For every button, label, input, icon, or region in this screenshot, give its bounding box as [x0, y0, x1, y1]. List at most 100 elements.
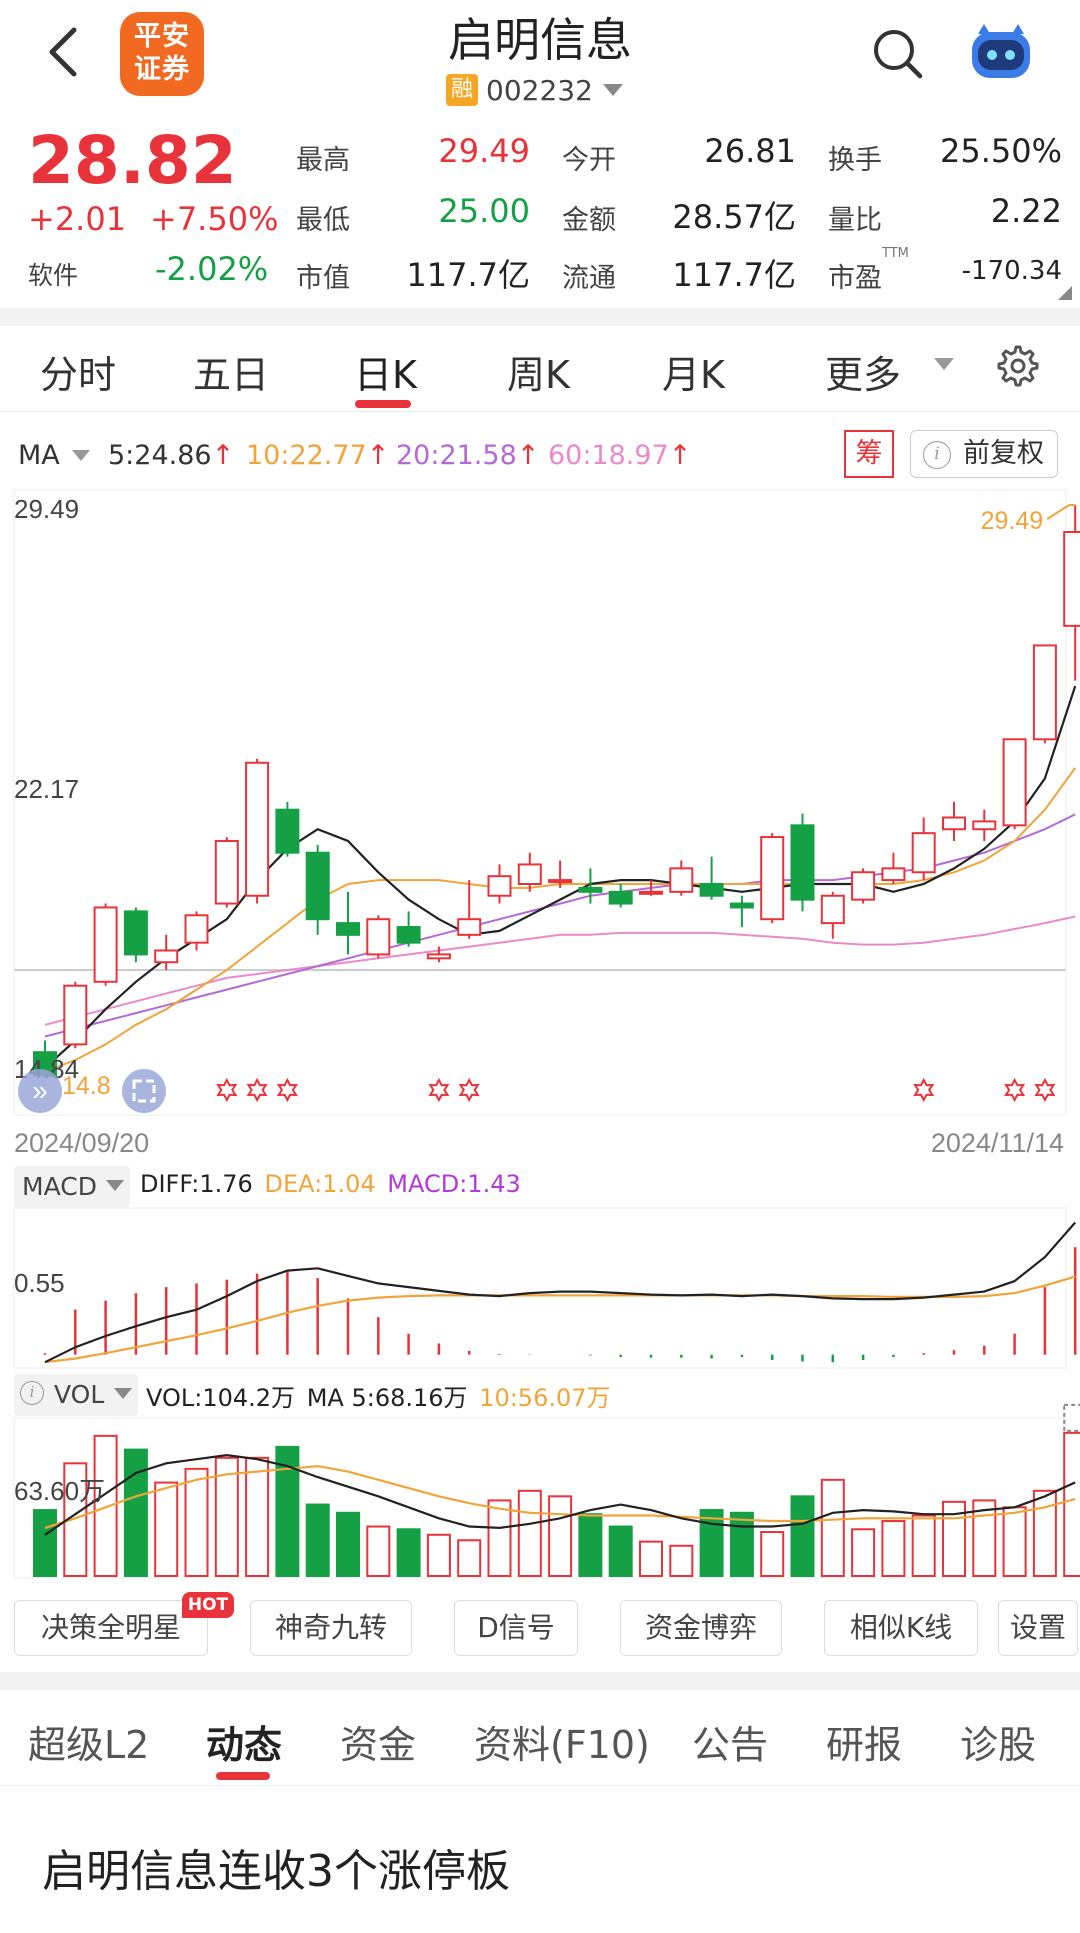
candle-body [487, 875, 512, 897]
candle-body [245, 761, 270, 897]
quote-value: 25.00 [438, 192, 530, 230]
quote-label: 金额 [562, 205, 616, 236]
vol-selector[interactable]: i VOL [14, 1374, 138, 1416]
candle-body [336, 922, 360, 936]
adjustment-button[interactable]: i 前复权 [910, 430, 1058, 478]
ma60-value: 60:18.97↑ [548, 440, 692, 471]
volume-bar [275, 1445, 300, 1577]
page-title: 启明信息 [448, 13, 632, 67]
macd-legend: DIFF:1.76 DEA:1.04 MACD:1.43 [140, 1170, 521, 1198]
chevron-down-icon [114, 1388, 132, 1399]
volume-bar [63, 1462, 88, 1577]
volume-bar [729, 1511, 754, 1578]
chevron-down-icon[interactable] [72, 450, 90, 462]
candle-body [1063, 530, 1080, 627]
period-tabs: 分时 五日 日K 周K 月K 更多 [0, 326, 1080, 412]
tool-all-stars[interactable]: 决策全明星 [14, 1600, 208, 1656]
volume-bar [214, 1456, 239, 1578]
quote-label: 市值 [296, 263, 350, 294]
candle-body [699, 883, 724, 897]
signal-star-icon [428, 1077, 450, 1103]
candle-body [275, 808, 300, 854]
vol-y-label: 63.60万 [14, 1476, 105, 1506]
sector-label[interactable]: 软件 [28, 261, 79, 290]
tab-super-l2[interactable]: 超级L2 [28, 1723, 150, 1767]
sector-change[interactable]: -2.02% [155, 250, 269, 288]
tab-news[interactable]: 动态 [206, 1723, 283, 1767]
section-divider [0, 308, 1080, 326]
candle-body [1032, 644, 1057, 741]
expand-handle-icon [122, 1069, 166, 1113]
volume-bar [1002, 1506, 1027, 1577]
vol-ma5-value: MA 5:68.16万 [306, 1384, 468, 1412]
quote-value: 117.7亿 [672, 256, 796, 294]
tab-month-k[interactable]: 月K [662, 353, 725, 397]
quote-value: 28.57亿 [672, 198, 796, 236]
vol-ma10-line [44, 1464, 1076, 1529]
macd-y-label: 0.55 [14, 1268, 65, 1298]
tab-capital[interactable]: 资金 [340, 1723, 417, 1767]
candle-body [972, 820, 997, 831]
tool-magic-nine[interactable]: 神奇九转 [250, 1600, 412, 1656]
quote-label: 换手 [828, 145, 882, 176]
date-start-label: 2024/09/20 [14, 1128, 149, 1158]
volume-bar [942, 1500, 966, 1578]
gear-icon[interactable] [996, 344, 1040, 388]
back-icon[interactable] [40, 22, 90, 82]
tab-more[interactable]: 更多 [825, 353, 902, 397]
stock-code-selector[interactable]: 融 002232 [446, 72, 623, 108]
tool-settings[interactable]: 设置 [998, 1600, 1078, 1656]
candle-body [608, 890, 633, 905]
volume-bar [760, 1531, 785, 1578]
ma60-line [44, 915, 1076, 1026]
chevron-down-icon[interactable] [934, 358, 954, 370]
expand-corner-icon[interactable] [1058, 286, 1072, 300]
vol-ma10-value: 10:56.07万 [479, 1384, 611, 1412]
chip-distribution-button[interactable]: 筹 [844, 430, 894, 478]
signal-star-icon [913, 1077, 935, 1103]
tool-capital-game[interactable]: 资金博弈 [620, 1600, 782, 1656]
tab-fenshi[interactable]: 分时 [40, 353, 117, 397]
tab-research[interactable]: 研报 [826, 1723, 903, 1767]
vol-value: VOL:104.2万 [146, 1384, 296, 1412]
tab-f10[interactable]: 资料(F10) [474, 1723, 650, 1767]
candle-body [639, 890, 663, 895]
news-headline[interactable]: 启明信息连收3个涨停板 [42, 1846, 510, 1897]
volume-bar [1063, 1431, 1080, 1577]
low-marker-label: 14.8 [62, 1072, 111, 1100]
volume-bar [245, 1456, 270, 1578]
candle-body [426, 953, 451, 960]
section-divider [0, 1672, 1080, 1690]
chevron-down-icon [602, 84, 623, 96]
info-tabs: 超级L2 动态 资金 资料(F10) 公告 研报 诊股 [0, 1690, 1080, 1786]
candle-body [548, 879, 573, 884]
tool-similar-k[interactable]: 相似K线 [824, 1600, 978, 1656]
tab-day-k[interactable]: 日K [354, 353, 417, 397]
tab-announcement[interactable]: 公告 [692, 1723, 769, 1767]
expand-handle-glyph [132, 1079, 156, 1103]
signal-star-icon [246, 1077, 268, 1103]
macd-frame [13, 1207, 1067, 1369]
price-change-pct: +7.50% [150, 200, 279, 238]
search-icon[interactable] [870, 26, 926, 82]
volume-bar [396, 1528, 421, 1578]
volume-bar [366, 1525, 391, 1578]
tab-five-day[interactable]: 五日 [193, 353, 270, 397]
ma-legend: MA 5:24.86↑ 10:22.77↑ 20:21.58↑ 60:18.97… [0, 430, 1080, 480]
robot-assistant-icon[interactable] [968, 24, 1034, 84]
ttm-label: TTM [882, 246, 909, 261]
signal-star-icon [276, 1077, 298, 1103]
ma-selector[interactable]: MA [18, 440, 60, 471]
tool-d-signal[interactable]: D信号 [454, 1600, 578, 1656]
tab-week-k[interactable]: 周K [507, 353, 570, 397]
volume-bar [790, 1495, 815, 1577]
candle-body [729, 902, 754, 909]
vol-label: VOL [54, 1380, 105, 1409]
quote-label: 今开 [562, 145, 616, 176]
tab-diagnosis[interactable]: 诊股 [960, 1723, 1037, 1767]
macd-selector[interactable]: MACD [14, 1166, 130, 1208]
volume-bar [972, 1499, 997, 1578]
info-icon: i [923, 441, 951, 469]
quote-value: 117.7亿 [406, 256, 530, 294]
